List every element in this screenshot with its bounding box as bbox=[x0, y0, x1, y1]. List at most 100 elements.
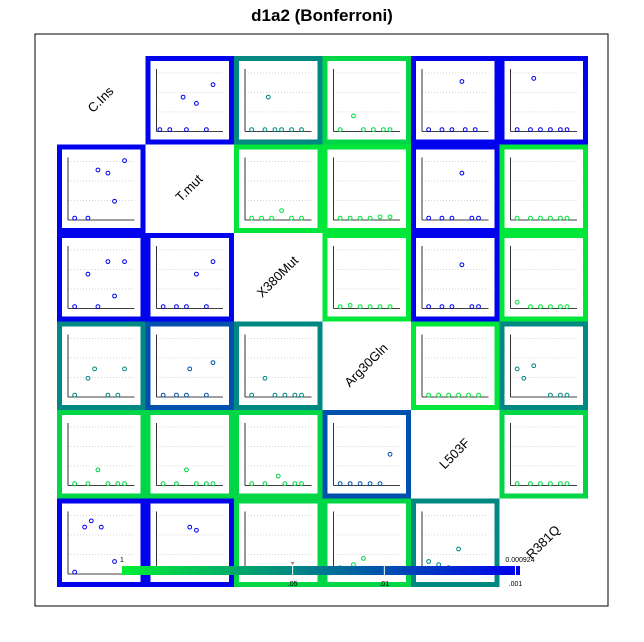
data-point bbox=[92, 366, 97, 372]
data-point bbox=[476, 215, 481, 221]
panel-plot-area bbox=[416, 149, 495, 228]
data-point bbox=[439, 127, 445, 133]
data-point bbox=[426, 215, 432, 221]
panel-grid: C.Ins T.mut X380Mut Arg30Gln L503F R381Q bbox=[57, 56, 588, 587]
data-point bbox=[180, 94, 186, 100]
panel-r1-c4 bbox=[411, 144, 500, 233]
data-point bbox=[387, 451, 393, 457]
data-point bbox=[557, 127, 563, 133]
panel-plot-area bbox=[62, 238, 141, 317]
data-point bbox=[85, 481, 91, 487]
data-point bbox=[275, 473, 281, 479]
data-point bbox=[564, 304, 570, 310]
data-point bbox=[528, 481, 533, 487]
panel-plot-area bbox=[327, 149, 406, 228]
chart-title: d1a2 (Bonferroni) bbox=[251, 6, 393, 25]
data-point bbox=[282, 481, 288, 487]
data-point bbox=[459, 262, 465, 268]
data-point bbox=[469, 215, 475, 221]
data-point bbox=[85, 271, 91, 277]
data-point bbox=[299, 481, 304, 487]
data-point bbox=[557, 304, 563, 310]
panel-plot-area bbox=[239, 326, 318, 405]
data-point bbox=[456, 546, 461, 552]
data-point bbox=[262, 481, 268, 487]
data-point bbox=[538, 215, 543, 221]
data-point bbox=[259, 215, 265, 221]
data-point bbox=[337, 304, 343, 310]
panel-plot-area bbox=[327, 415, 406, 494]
data-point bbox=[446, 392, 452, 398]
data-point bbox=[528, 215, 533, 221]
data-point bbox=[112, 293, 117, 299]
data-point bbox=[299, 215, 304, 221]
panel-plot-area bbox=[327, 61, 406, 140]
diagonal-label-arg30gln: Arg30Gln bbox=[341, 340, 390, 389]
data-point bbox=[528, 304, 533, 310]
data-point bbox=[210, 82, 216, 88]
panel-r4-c0 bbox=[57, 410, 146, 499]
panel-plot-area bbox=[504, 415, 583, 494]
data-point bbox=[548, 392, 553, 398]
panel-r3-c4 bbox=[411, 321, 500, 410]
panel-plot-area bbox=[416, 326, 495, 405]
colorbar-min-label: 0.000924 bbox=[505, 557, 534, 564]
data-point bbox=[472, 127, 478, 133]
colorbar: 1 0.000924 .05 .01 .001 bbox=[120, 557, 535, 588]
data-point bbox=[203, 304, 209, 310]
panel-r1-c2 bbox=[234, 144, 323, 233]
data-point bbox=[194, 527, 199, 533]
data-point bbox=[122, 366, 127, 372]
data-point bbox=[436, 392, 442, 398]
data-point bbox=[459, 170, 465, 176]
data-point bbox=[371, 127, 376, 133]
panel-plot-area bbox=[504, 149, 583, 228]
data-point bbox=[377, 481, 383, 487]
panel-plot-area bbox=[504, 326, 583, 405]
data-point bbox=[466, 392, 471, 398]
panel-plot-area bbox=[504, 61, 583, 140]
data-point bbox=[203, 392, 209, 398]
data-point bbox=[469, 304, 475, 310]
panel-r2-c5 bbox=[499, 233, 588, 322]
panel-r2-c4 bbox=[411, 233, 500, 322]
data-point bbox=[184, 467, 189, 473]
data-point bbox=[292, 481, 298, 487]
data-point bbox=[449, 304, 455, 310]
colorbar-marker bbox=[290, 562, 295, 565]
panel-r1-c3 bbox=[322, 144, 411, 233]
data-point bbox=[538, 127, 543, 133]
data-point bbox=[476, 392, 481, 398]
data-point bbox=[449, 215, 455, 221]
panel-plot-area bbox=[416, 61, 495, 140]
panel-r0-c2 bbox=[234, 56, 323, 145]
data-point bbox=[538, 304, 543, 310]
data-point bbox=[95, 304, 101, 310]
panel-plot-area bbox=[239, 61, 318, 140]
data-point bbox=[249, 481, 255, 487]
data-point bbox=[98, 524, 104, 530]
panel-plot-area bbox=[150, 238, 229, 317]
data-point bbox=[72, 392, 78, 398]
data-point bbox=[203, 127, 209, 133]
data-point bbox=[367, 481, 373, 487]
data-point bbox=[456, 392, 461, 398]
data-point bbox=[184, 127, 189, 133]
panel-plot-area bbox=[239, 415, 318, 494]
data-point bbox=[194, 481, 199, 487]
data-point bbox=[462, 127, 468, 133]
data-point bbox=[157, 127, 163, 133]
data-point bbox=[82, 524, 88, 530]
data-point bbox=[476, 304, 481, 310]
diagonal-label-x380mut: X380Mut bbox=[254, 253, 302, 301]
data-point bbox=[557, 215, 563, 221]
data-point bbox=[194, 271, 199, 277]
panel-plot-area bbox=[150, 326, 229, 405]
data-point bbox=[337, 127, 343, 133]
colorbar-tick-label: .001 bbox=[509, 581, 523, 588]
data-point bbox=[279, 127, 284, 133]
data-point bbox=[262, 127, 268, 133]
data-point bbox=[337, 481, 343, 487]
data-point bbox=[203, 481, 209, 487]
